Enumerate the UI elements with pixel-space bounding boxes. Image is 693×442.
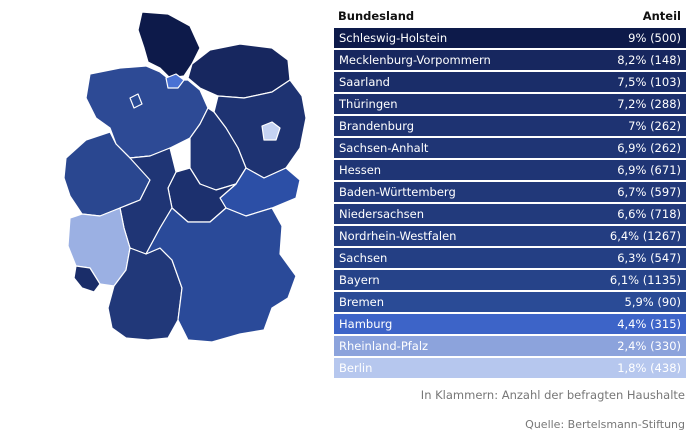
table-row[interactable]: Bremen 5,9% (90) [334, 292, 686, 312]
map-region-saarland[interactable] [73, 265, 101, 293]
row-name: Bremen [339, 295, 385, 309]
row-name: Schleswig-Holstein [339, 31, 448, 45]
table-row[interactable]: Thüringen 7,2% (288) [334, 94, 686, 114]
row-value: 6,9% (262) [617, 141, 681, 155]
row-name: Hamburg [339, 317, 393, 331]
column-header-anteil: Anteil [642, 9, 681, 23]
row-name: Niedersachsen [339, 207, 424, 221]
table-row[interactable]: Niedersachsen 6,6% (718) [334, 204, 686, 224]
column-header-bundesland: Bundesland [338, 9, 415, 23]
row-value: 6,4% (1267) [609, 229, 681, 243]
row-name: Rheinland-Pfalz [339, 339, 429, 353]
row-value: 6,6% (718) [617, 207, 681, 221]
bundesland-table: Bundesland Anteil Schleswig-Holstein 9% (… [334, 6, 686, 378]
row-name: Nordrhein-Westfalen [339, 229, 457, 243]
row-name: Brandenburg [339, 119, 415, 133]
row-value: 6,3% (547) [617, 251, 681, 265]
map-region-berlin[interactable] [261, 121, 281, 141]
source-label: Quelle: Bertelsmann-Stiftung [525, 418, 685, 431]
row-value: 7% (262) [628, 119, 681, 133]
table-row[interactable]: Saarland 7,5% (103) [334, 72, 686, 92]
row-value: 8,2% (148) [617, 53, 681, 67]
row-value: 7,2% (288) [617, 97, 681, 111]
table-row[interactable]: Sachsen-Anhalt 6,9% (262) [334, 138, 686, 158]
table-row[interactable]: Bayern 6,1% (1135) [334, 270, 686, 290]
table-row[interactable]: Hessen 6,9% (671) [334, 160, 686, 180]
row-value: 6,7% (597) [617, 185, 681, 199]
row-value: 9% (500) [628, 31, 681, 45]
row-name: Thüringen [339, 97, 398, 111]
table-row[interactable]: Sachsen 6,3% (547) [334, 248, 686, 268]
row-name: Bayern [339, 273, 380, 287]
table-row[interactable]: Rheinland-Pfalz 2,4% (330) [334, 336, 686, 356]
table-row[interactable]: Brandenburg 7% (262) [334, 116, 686, 136]
row-value: 6,1% (1135) [609, 273, 681, 287]
row-value: 7,5% (103) [617, 75, 681, 89]
map-region-hamburg[interactable] [165, 73, 185, 89]
table-row[interactable]: Mecklenburg-Vorpommern 8,2% (148) [334, 50, 686, 70]
row-value: 4,4% (315) [617, 317, 681, 331]
row-value: 5,9% (90) [624, 295, 681, 309]
germany-map [50, 8, 315, 358]
row-name: Sachsen [339, 251, 388, 265]
map-region-bremen[interactable] [129, 93, 143, 109]
row-name: Sachsen-Anhalt [339, 141, 429, 155]
table-row[interactable]: Nordrhein-Westfalen 6,4% (1267) [334, 226, 686, 246]
row-name: Berlin [339, 361, 373, 375]
row-name: Mecklenburg-Vorpommern [339, 53, 491, 67]
row-name: Baden-Württemberg [339, 185, 456, 199]
footnote: In Klammern: Anzahl der befragten Hausha… [420, 388, 685, 402]
map-region-bayern[interactable] [145, 207, 297, 343]
table-row[interactable]: Berlin 1,8% (438) [334, 358, 686, 378]
table-row[interactable]: Baden-Württemberg 6,7% (597) [334, 182, 686, 202]
row-value: 6,9% (671) [617, 163, 681, 177]
table-row[interactable]: Schleswig-Holstein 9% (500) [334, 28, 686, 48]
row-name: Saarland [339, 75, 390, 89]
row-value: 1,8% (438) [617, 361, 681, 375]
row-name: Hessen [339, 163, 382, 177]
row-value: 2,4% (330) [617, 339, 681, 353]
table-header: Bundesland Anteil [334, 6, 686, 26]
table-row[interactable]: Hamburg 4,4% (315) [334, 314, 686, 334]
